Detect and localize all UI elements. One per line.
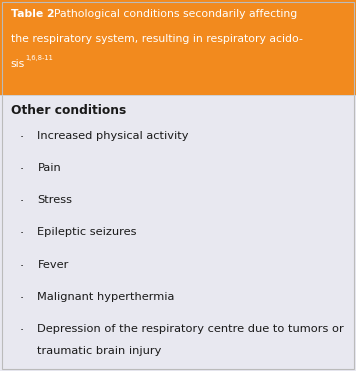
Text: Depression of the respiratory centre due to tumors or: Depression of the respiratory centre due… [37,324,344,334]
Text: 1,6,8-11: 1,6,8-11 [26,55,53,61]
Text: ·: · [20,292,24,305]
Text: the respiratory system, resulting in respiratory acido-: the respiratory system, resulting in res… [11,34,303,44]
Text: ·: · [20,227,24,240]
Text: Other conditions: Other conditions [11,104,126,117]
Text: Malignant hyperthermia: Malignant hyperthermia [37,292,175,302]
Text: . Pathological conditions secondarily affecting: . Pathological conditions secondarily af… [47,9,298,19]
Text: Fever: Fever [37,260,69,270]
Text: Table 2: Table 2 [11,9,54,19]
Text: ·: · [20,324,24,337]
Text: ·: · [20,260,24,273]
Text: traumatic brain injury: traumatic brain injury [37,346,162,356]
Text: sis: sis [11,59,25,69]
Text: ·: · [20,131,24,144]
Text: Pain: Pain [37,163,61,173]
Text: Stress: Stress [37,195,72,205]
Text: Epileptic seizures: Epileptic seizures [37,227,137,237]
Text: Increased physical activity: Increased physical activity [37,131,189,141]
Bar [0,0,356,95]
Text: ·: · [20,195,24,208]
Text: ·: · [20,163,24,176]
